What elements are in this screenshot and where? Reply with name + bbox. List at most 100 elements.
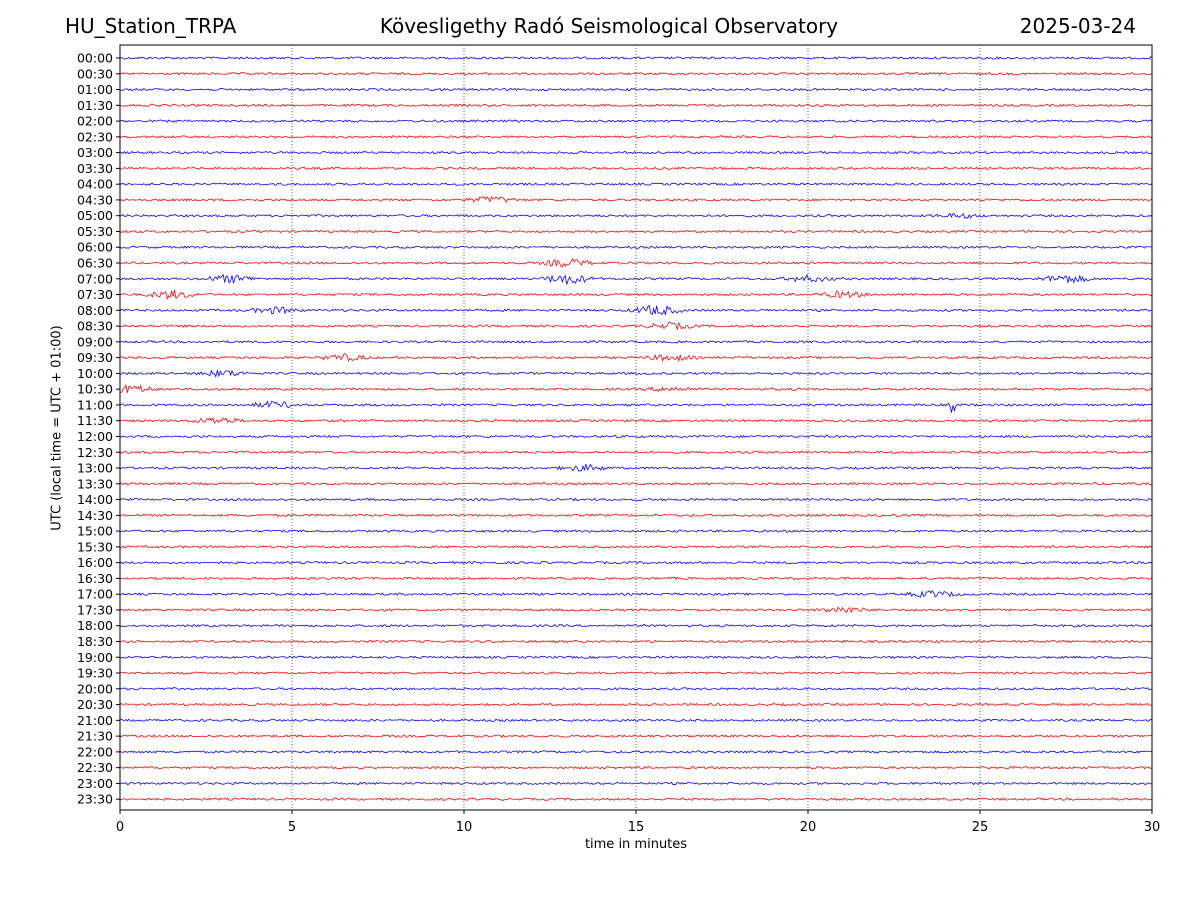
y-tick-label-1330: 13:30 bbox=[77, 476, 113, 491]
y-tick-label-1030: 10:30 bbox=[77, 382, 113, 397]
y-tick-label-1530: 15:30 bbox=[77, 539, 113, 554]
trace-2100 bbox=[119, 718, 1152, 723]
y-tick-label-1930: 19:30 bbox=[77, 666, 113, 681]
y-tick-label-1600: 16:00 bbox=[77, 555, 113, 570]
trace-0900 bbox=[119, 340, 1153, 344]
y-tick-label-1830: 18:30 bbox=[77, 634, 113, 649]
date-label: 2025-03-24 bbox=[1019, 14, 1136, 38]
y-tick-label-0230: 02:30 bbox=[77, 129, 113, 144]
trace-1230 bbox=[119, 450, 1153, 454]
y-tick-label-2030: 20:30 bbox=[77, 697, 113, 712]
trace-1530 bbox=[119, 545, 1153, 549]
x-tick-label-15: 15 bbox=[628, 820, 645, 835]
y-tick-label-0900: 09:00 bbox=[77, 334, 113, 349]
y-tick-label-0030: 00:30 bbox=[77, 66, 113, 81]
trace-2000 bbox=[119, 687, 1153, 691]
y-tick-label-2130: 21:30 bbox=[77, 729, 113, 744]
y-tick-label-0400: 04:00 bbox=[77, 177, 113, 192]
trace-1300 bbox=[119, 463, 1153, 472]
y-tick-label-1300: 13:00 bbox=[77, 461, 113, 476]
y-tick-label-2300: 23:00 bbox=[77, 776, 113, 791]
x-tick-label-5: 5 bbox=[288, 820, 296, 835]
trace-1200 bbox=[120, 434, 1153, 439]
trace-1800 bbox=[119, 623, 1153, 628]
y-tick-label-1700: 17:00 bbox=[77, 587, 113, 602]
y-tick-label-1500: 15:00 bbox=[77, 524, 113, 539]
trace-1330 bbox=[119, 482, 1153, 486]
trace-0830 bbox=[119, 321, 1153, 331]
y-tick-label-1430: 14:30 bbox=[77, 508, 113, 523]
trace-2300 bbox=[120, 781, 1153, 786]
x-tick-label-25: 25 bbox=[972, 820, 989, 835]
y-tick-label-0530: 05:30 bbox=[77, 224, 113, 239]
y-tick-label-1000: 10:00 bbox=[77, 366, 113, 381]
y-tick-label-0500: 05:00 bbox=[77, 208, 113, 223]
y-tick-label-0730: 07:30 bbox=[77, 287, 113, 302]
trace-0200 bbox=[119, 119, 1153, 123]
y-tick-label-2230: 22:30 bbox=[77, 760, 113, 775]
trace-1600 bbox=[119, 560, 1153, 565]
trace-0100 bbox=[119, 87, 1153, 92]
y-tick-label-1730: 17:30 bbox=[77, 602, 113, 617]
trace-1130 bbox=[119, 417, 1153, 424]
trace-0430 bbox=[119, 195, 1153, 203]
trace-0330 bbox=[119, 166, 1152, 171]
y-tick-label-1200: 12:00 bbox=[77, 429, 113, 444]
trace-1700 bbox=[119, 589, 1153, 598]
grid-lines bbox=[291, 45, 981, 810]
trace-1000 bbox=[119, 368, 1153, 378]
trace-0800 bbox=[119, 304, 1153, 316]
x-axis-label: time in minutes bbox=[584, 837, 688, 852]
x-tick-label-10: 10 bbox=[456, 820, 473, 835]
trace-0030 bbox=[119, 72, 1153, 76]
trace-2330 bbox=[119, 797, 1153, 801]
trace-layer bbox=[119, 56, 1153, 801]
y-tick-label-1800: 18:00 bbox=[77, 618, 113, 633]
trace-1100 bbox=[119, 400, 1153, 413]
y-tick-label-0700: 07:00 bbox=[77, 271, 113, 286]
y-tick-label-1900: 19:00 bbox=[77, 650, 113, 665]
y-tick-label-0300: 03:00 bbox=[77, 145, 113, 160]
y-tick-label-1400: 14:00 bbox=[77, 492, 113, 507]
y-tick-label-0200: 02:00 bbox=[77, 114, 113, 129]
y-tick-label-2200: 22:00 bbox=[77, 744, 113, 759]
trace-2130 bbox=[119, 734, 1153, 738]
trace-0130 bbox=[119, 103, 1153, 108]
y-tick-label-0830: 08:30 bbox=[77, 319, 113, 334]
trace-0600 bbox=[119, 245, 1153, 249]
y-tick-label-1230: 12:30 bbox=[77, 445, 113, 460]
x-tick-label-30: 30 bbox=[1144, 820, 1161, 835]
y-tick-label-1630: 16:30 bbox=[77, 571, 113, 586]
y-axis-label: UTC (local time = UTC + 01:00) bbox=[49, 325, 65, 531]
trace-1630 bbox=[119, 576, 1153, 581]
y-tick-label-0430: 04:30 bbox=[77, 192, 113, 207]
y-tick-label-2100: 21:00 bbox=[77, 713, 113, 728]
trace-0630 bbox=[119, 257, 1153, 268]
trace-1930 bbox=[119, 671, 1153, 675]
trace-0300 bbox=[119, 150, 1153, 155]
trace-1430 bbox=[119, 513, 1153, 518]
x-tick-label-20: 20 bbox=[800, 820, 817, 835]
y-tick-label-0100: 01:00 bbox=[77, 82, 113, 97]
trace-1500 bbox=[119, 529, 1153, 533]
trace-0230 bbox=[119, 135, 1153, 139]
trace-0530 bbox=[119, 229, 1153, 234]
trace-2200 bbox=[119, 750, 1152, 754]
trace-0500 bbox=[119, 212, 1153, 219]
trace-2230 bbox=[119, 765, 1153, 770]
y-tick-label-0600: 06:00 bbox=[77, 240, 113, 255]
chart-title: Kövesligethy Radó Seismological Observat… bbox=[379, 14, 839, 38]
trace-0000 bbox=[119, 56, 1152, 60]
trace-0700 bbox=[119, 273, 1153, 285]
trace-1730 bbox=[119, 606, 1153, 614]
trace-1830 bbox=[119, 639, 1153, 644]
trace-0400 bbox=[119, 182, 1153, 186]
trace-0730 bbox=[120, 289, 1152, 300]
x-tick-label-0: 0 bbox=[116, 820, 124, 835]
y-tick-label-2000: 20:00 bbox=[77, 681, 113, 696]
y-tick-label-1100: 11:00 bbox=[77, 397, 113, 412]
y-tick-label-2330: 23:30 bbox=[77, 792, 113, 807]
trace-0930 bbox=[119, 353, 1153, 363]
axis-ticks: 0 5 10 15 20 25 30 00:0000:3001:0001:3002:0002:… bbox=[77, 51, 1160, 836]
